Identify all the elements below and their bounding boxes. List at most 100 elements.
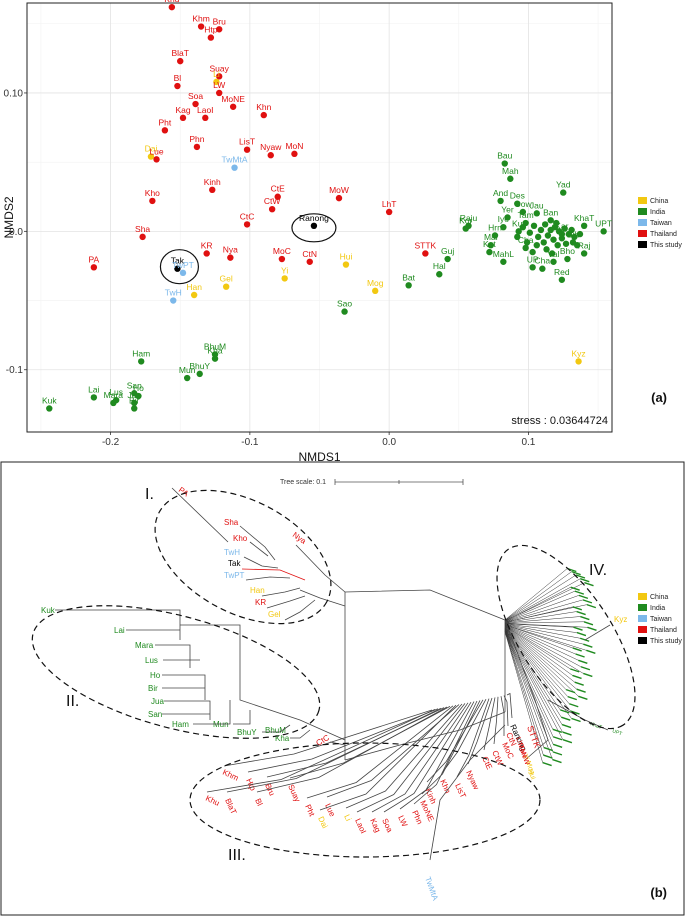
point-label-tak: Tak bbox=[171, 256, 185, 266]
tree-leaf-india-15 bbox=[573, 626, 583, 631]
tree-leaf-india-3 bbox=[580, 578, 590, 583]
point-label-cte: CtE bbox=[271, 184, 286, 194]
tree-leaf-india-4 bbox=[584, 582, 594, 587]
tree-leaf-nyaw: Nyaw bbox=[464, 769, 481, 791]
data-point-ctw bbox=[268, 205, 276, 213]
tree-leaf-laoi: LaoI bbox=[353, 817, 368, 835]
tree-leaf-suay: Suay bbox=[286, 783, 302, 803]
point-label-san: San bbox=[127, 380, 142, 390]
data-point-yi bbox=[281, 275, 288, 282]
tree-branch-india bbox=[504, 630, 553, 760]
tree-branch bbox=[162, 674, 206, 700]
point-label-kuk: Kuk bbox=[42, 395, 57, 405]
tree-leaf-phn: Phn bbox=[410, 809, 424, 826]
data-point-han bbox=[190, 291, 198, 299]
tree-branch bbox=[289, 706, 451, 779]
tree-branch bbox=[239, 525, 276, 561]
tree-leaf-india-11 bbox=[576, 610, 586, 616]
tree-branch-india bbox=[504, 616, 581, 624]
cluster-ellipse-i bbox=[154, 489, 332, 625]
data-point-ham bbox=[138, 358, 145, 365]
data-point-gel bbox=[222, 283, 230, 290]
data-point-cluster bbox=[562, 240, 570, 247]
data-point-and bbox=[497, 197, 504, 205]
data-point-nya bbox=[227, 254, 234, 261]
x-tick-label: 0.0 bbox=[382, 437, 396, 448]
data-point-ctn bbox=[306, 258, 313, 265]
tree-branch-india bbox=[504, 625, 582, 667]
point-label-bih: Bih bbox=[567, 229, 580, 239]
data-point-twmta bbox=[231, 164, 238, 171]
tree-leaf-india-5 bbox=[570, 586, 580, 591]
tree-branch-india bbox=[504, 629, 554, 730]
tree-branch bbox=[295, 544, 346, 593]
tree-branch-india bbox=[504, 571, 572, 621]
point-label-pht: Pht bbox=[159, 117, 172, 127]
tree-leaf-hui: Hui bbox=[526, 768, 536, 781]
tree-leaf-kag: Kag bbox=[368, 817, 382, 834]
point-label-des: Des bbox=[510, 191, 525, 201]
cluster-label-ii: II. bbox=[66, 693, 79, 710]
tree-leaf-india-31 bbox=[567, 695, 577, 701]
data-point-pa bbox=[90, 264, 98, 271]
data-point-jua bbox=[131, 399, 138, 407]
tree-branch bbox=[426, 699, 484, 783]
data-point-yer bbox=[504, 214, 511, 221]
tree-branch bbox=[421, 700, 481, 795]
point-label-nya: Nya bbox=[223, 245, 238, 255]
x-tick-label: 0.1 bbox=[521, 437, 535, 448]
tree-branch-india bbox=[504, 590, 575, 622]
data-point-red bbox=[558, 276, 566, 283]
tree-leaf-india-36 bbox=[561, 716, 571, 721]
tree-leaf-india-19 bbox=[586, 649, 596, 655]
tree-branch-india bbox=[504, 627, 568, 697]
data-point-kha bbox=[211, 355, 219, 362]
tree-branch bbox=[247, 708, 439, 773]
tree-leaf-india-21 bbox=[575, 653, 585, 658]
point-label-lus: Lus bbox=[109, 387, 123, 397]
data-point-khat bbox=[580, 222, 588, 230]
point-label-bhuy: BhuY bbox=[189, 361, 210, 371]
tree-leaf-india-25 bbox=[569, 668, 580, 673]
data-point-cte bbox=[274, 193, 281, 200]
point-label-up: UP bbox=[527, 254, 539, 264]
tree-branch bbox=[206, 709, 436, 793]
tree-branch bbox=[319, 704, 457, 811]
point-label-raju: Raju bbox=[460, 213, 478, 223]
panel-b: (b) Tree scale: 0.1 PA Sha Kho TwH Tak TwPT Han K… bbox=[0, 461, 685, 916]
point-label-khu: Khu bbox=[164, 0, 179, 4]
data-point-sha bbox=[139, 233, 146, 241]
data-point-sao bbox=[341, 308, 348, 315]
tree-branch-india bbox=[504, 627, 579, 697]
data-point-kyz bbox=[575, 358, 582, 365]
tree-leaf-india-1 bbox=[571, 570, 581, 576]
point-label-cha: Cha bbox=[535, 256, 551, 266]
point-label-dai: Dai bbox=[145, 144, 158, 154]
tree-leaf-india-23 bbox=[580, 666, 591, 671]
legend-swatch bbox=[638, 593, 647, 600]
x-axis-label: NMDS1 bbox=[298, 450, 340, 464]
tree-leaf-india-9 bbox=[586, 603, 597, 609]
tree-branch bbox=[55, 609, 181, 640]
legend-swatch bbox=[638, 219, 647, 226]
point-label-lw: LW bbox=[213, 80, 225, 90]
tree-leaf-india-40 bbox=[552, 728, 563, 733]
point-label-hui: Hui bbox=[340, 252, 353, 262]
data-point-cluster bbox=[550, 236, 557, 243]
point-label-jua: Jua bbox=[127, 390, 141, 400]
tree-leaf-india-24 bbox=[583, 672, 593, 678]
tree-branch bbox=[344, 711, 506, 761]
tree-branch-india bbox=[504, 599, 583, 623]
legend-label: This study bbox=[650, 638, 682, 645]
point-label-bl: Bl bbox=[174, 73, 182, 83]
tree-leaf-india-6 bbox=[574, 590, 585, 595]
point-label-gow: Gow bbox=[514, 199, 532, 209]
data-point-cha bbox=[539, 265, 546, 272]
data-point-cluster bbox=[530, 222, 538, 230]
tree-branch bbox=[284, 599, 316, 621]
tree-leaf-india-13 bbox=[583, 621, 594, 626]
point-label-mah: Mah bbox=[502, 166, 519, 176]
tree-leaf-india-34 bbox=[571, 717, 581, 723]
data-point-cluster bbox=[554, 241, 561, 249]
